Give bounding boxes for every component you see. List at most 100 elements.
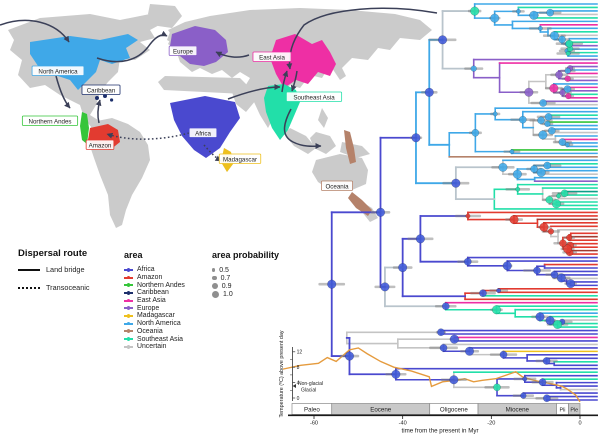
landmass xyxy=(318,108,328,128)
ancestral-area-node xyxy=(520,392,527,399)
map-region-europe xyxy=(170,26,228,66)
ancestral-area-node xyxy=(439,343,448,352)
ancestral-area-node xyxy=(449,375,459,385)
ancestral-area-node xyxy=(470,6,480,16)
area-legend-item: Northern Andes xyxy=(124,281,185,289)
solid-line-icon xyxy=(18,268,40,271)
ancestral-area-node xyxy=(465,213,471,219)
area-legend-item: Southeast Asia xyxy=(124,335,185,343)
ancestral-area-node xyxy=(538,130,548,140)
time-tick-label: -40 xyxy=(399,421,407,427)
probability-legend-label: 0.5 xyxy=(219,266,229,274)
ancestral-area-node xyxy=(558,35,566,44)
ancestral-area-node xyxy=(344,351,355,361)
period-label: Oligocene xyxy=(440,406,468,413)
map-label-box-caribbean xyxy=(81,84,121,95)
map-region-north_america xyxy=(30,34,138,90)
node-markers xyxy=(318,6,584,403)
ancestral-area-node xyxy=(560,189,569,198)
ancestral-area-node xyxy=(559,89,566,96)
period-label: Pli xyxy=(559,407,565,413)
ancestral-area-node xyxy=(555,70,563,79)
route-into-north-america xyxy=(0,19,70,43)
area-legend-item: North America xyxy=(124,320,185,328)
time-tick-label: -20 xyxy=(487,421,495,427)
probability-legend-item: 1.0 xyxy=(212,290,279,298)
probability-legend-label: 1.0 xyxy=(223,290,233,298)
ancestral-area-node xyxy=(509,149,515,155)
ancestral-area-node xyxy=(470,65,477,72)
ancestral-area-node xyxy=(547,228,555,235)
area-legend-item: Amazon xyxy=(124,274,185,282)
ancestral-area-node xyxy=(492,111,498,117)
ancestral-area-node xyxy=(479,289,487,298)
ancestral-area-node xyxy=(544,120,551,127)
probability-circle-icon xyxy=(212,275,217,281)
ancestral-area-node xyxy=(549,31,559,41)
ancestral-area-node xyxy=(552,319,563,329)
ancestral-area-node xyxy=(493,383,501,392)
ancestral-area-node xyxy=(539,222,549,232)
map-label-north_america: North America xyxy=(38,68,78,75)
ancestral-area-node xyxy=(327,279,337,289)
ancestral-area-node xyxy=(449,334,459,344)
map-label-madagascar: Madagascar xyxy=(223,156,257,163)
map-region-oceania xyxy=(344,130,372,216)
glacial-boundary-arrow-icon xyxy=(292,384,296,388)
ancestral-area-node xyxy=(565,92,572,100)
dotted-line-icon xyxy=(18,286,40,289)
map-label-east_asia: East Asia xyxy=(259,54,285,61)
temp-tick-label: 0 xyxy=(297,396,300,402)
area-color-marker xyxy=(124,313,133,318)
ancestral-area-node xyxy=(375,207,386,217)
time-tick-label: 0 xyxy=(578,421,581,427)
ancestral-area-node xyxy=(547,126,556,135)
ancestral-area-node xyxy=(502,261,512,271)
ancestral-area-node xyxy=(533,266,541,275)
landmass xyxy=(310,132,336,154)
area-color-marker xyxy=(124,337,133,341)
map-label-box-europe xyxy=(168,45,198,56)
temp-tick-label: 12 xyxy=(297,350,303,356)
landmass xyxy=(158,76,248,94)
area-probability-legend: area probability 0.5 0.7 0.9 1.0 xyxy=(212,250,279,298)
area-probability-list: 0.5 0.7 0.9 1.0 xyxy=(212,266,279,298)
ancestral-area-node xyxy=(512,169,522,179)
map-label-box-east_asia xyxy=(252,51,292,62)
landmass xyxy=(148,4,182,28)
area-color-marker xyxy=(124,267,133,272)
area-color-marker xyxy=(124,290,133,295)
ancestral-area-node xyxy=(559,239,567,248)
ancestral-area-node xyxy=(398,262,408,273)
map-label-box-amazon xyxy=(85,139,115,150)
ancestral-area-node xyxy=(537,116,545,125)
ancestral-area-node xyxy=(463,257,472,266)
probability-legend-label: 0.9 xyxy=(221,282,232,290)
ancestral-area-node xyxy=(542,394,551,403)
area-legend-label: Africa xyxy=(137,266,155,274)
ancestral-area-node xyxy=(545,315,555,326)
ancestral-area-node xyxy=(471,128,480,137)
ancestral-area-node xyxy=(391,369,401,379)
area-legend-item: Uncertain xyxy=(124,343,185,351)
route-africa-to-amazon xyxy=(106,132,190,140)
ancestral-area-node xyxy=(424,87,434,97)
probability-legend-item: 0.9 xyxy=(212,282,279,290)
area-legend-label: Southeast Asia xyxy=(137,335,183,343)
area-legend-label: Uncertain xyxy=(137,343,167,351)
map-region-africa xyxy=(170,96,240,158)
landmass xyxy=(332,56,346,80)
route-ea-to-sea-down xyxy=(290,70,298,92)
temp-tick-label: 8 xyxy=(297,365,300,371)
ancestral-area-node xyxy=(515,186,521,192)
time-axis-label: time from the present in Myr xyxy=(401,428,478,435)
ancestral-area-node xyxy=(563,85,572,93)
area-legend-item: East Asia xyxy=(124,297,185,305)
route-africa-to-sea xyxy=(227,84,281,100)
area-legend: area Africa Amazon Northern Andes Caribbean… xyxy=(124,250,185,351)
ancestral-area-node xyxy=(565,39,574,48)
ancestral-area-node xyxy=(441,302,450,311)
glacial-annotation: Glacial xyxy=(301,388,316,394)
route-sea-to-oceania xyxy=(283,108,322,150)
area-legend-title: area xyxy=(124,250,143,260)
